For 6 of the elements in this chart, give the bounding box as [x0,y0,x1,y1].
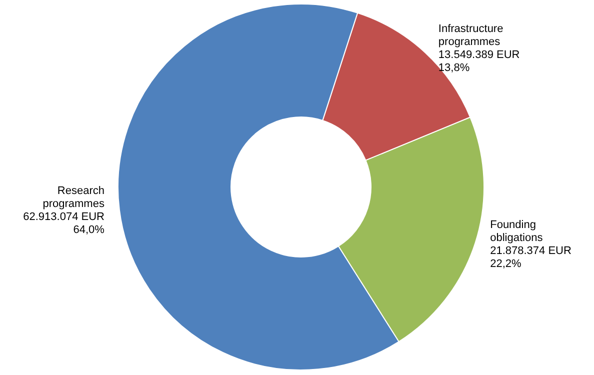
slice-label: Infrastructure programmes [438,22,504,48]
slice-label: Research programmes [42,185,105,210]
data-label: 62.913.074 EUR 64,0% [23,211,105,236]
data-label: 13.549.389 EUR 13,8% [438,48,520,74]
slice-label: Founding obligations [490,218,544,244]
data-label: 21.878.374 EUR 22,2% [490,244,572,270]
